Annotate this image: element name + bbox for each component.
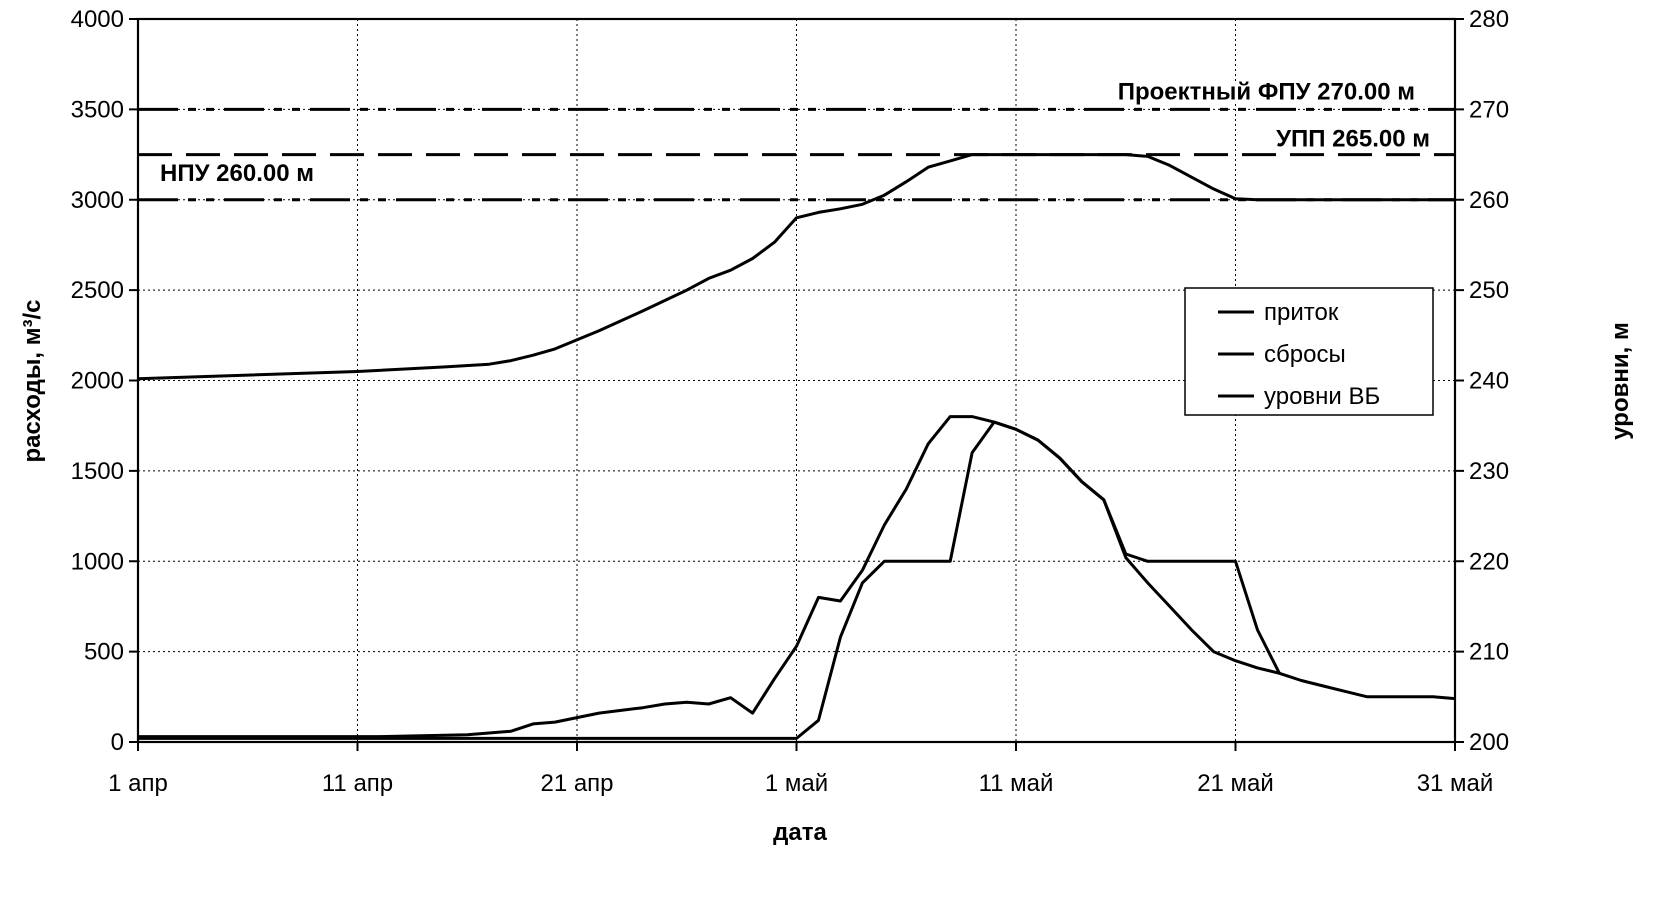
y-right-tick-label: 220	[1469, 548, 1509, 575]
series-line-levels	[137, 153, 1455, 381]
y-left-tick-label: 2000	[71, 368, 124, 395]
legend-label-discharge: сбросы	[1264, 341, 1346, 368]
legend-label-levels: уровни ВБ	[1264, 383, 1380, 410]
y-axis-title-right: уровни, м	[1607, 322, 1634, 439]
legend-box	[1184, 287, 1434, 416]
series-layer	[137, 153, 1456, 740]
x-tick-label: 31 май	[1417, 770, 1494, 797]
y-axis-title-left: расходы, м³/с	[19, 300, 46, 463]
y-right-tick-label: 280	[1469, 6, 1509, 33]
y-left-tick-label: 3000	[71, 187, 124, 214]
y-right-tick-label: 230	[1469, 458, 1509, 485]
y-left-tick-label: 500	[84, 639, 124, 666]
y-right-tick-label: 240	[1469, 368, 1509, 395]
y-right-tick-label: 270	[1469, 96, 1509, 123]
x-tick-label: 21 апр	[540, 770, 613, 797]
y-left-tick-label: 0	[111, 729, 124, 756]
y-right-tick-label: 200	[1469, 729, 1509, 756]
legend: приток сбросы уровни ВБ	[1184, 287, 1434, 416]
reference-line-label: Проектный ФПУ 270.00 м	[1118, 78, 1415, 105]
y-left-tick-label: 2500	[71, 277, 124, 304]
x-tick-label: 21 май	[1197, 770, 1274, 797]
x-axis-title: дата	[773, 819, 827, 846]
y-left-tick-label: 1000	[71, 548, 124, 575]
y-right-tick-label: 260	[1469, 187, 1509, 214]
y-left-tick-label: 1500	[71, 458, 124, 485]
reference-lines: Проектный ФПУ 270.00 м УПП 265.00 м НПУ 26…	[138, 75, 1455, 202]
grid	[138, 19, 1455, 742]
axes: 0 500 1000 1500 2000 2500 3000 3500 4000 200 210 22…	[71, 6, 1509, 797]
reference-line-label: НПУ 260.00 м	[160, 160, 314, 187]
x-tick-label: 11 май	[979, 770, 1054, 797]
y-right-tick-label: 210	[1469, 639, 1509, 666]
x-tick-label: 1 апр	[108, 770, 168, 797]
y-left-tick-label: 3500	[71, 96, 124, 123]
x-tick-label: 1 май	[765, 770, 828, 797]
reference-line-label: УПП 265.00 м	[1276, 126, 1430, 153]
series-line-discharge	[138, 420, 1281, 740]
x-tick-label: 11 апр	[322, 770, 393, 797]
y-right-tick-label: 250	[1469, 277, 1509, 304]
y-left-tick-label: 4000	[71, 6, 124, 33]
series-line-inflow	[138, 415, 1456, 739]
legend-label-inflow: приток	[1264, 299, 1339, 326]
